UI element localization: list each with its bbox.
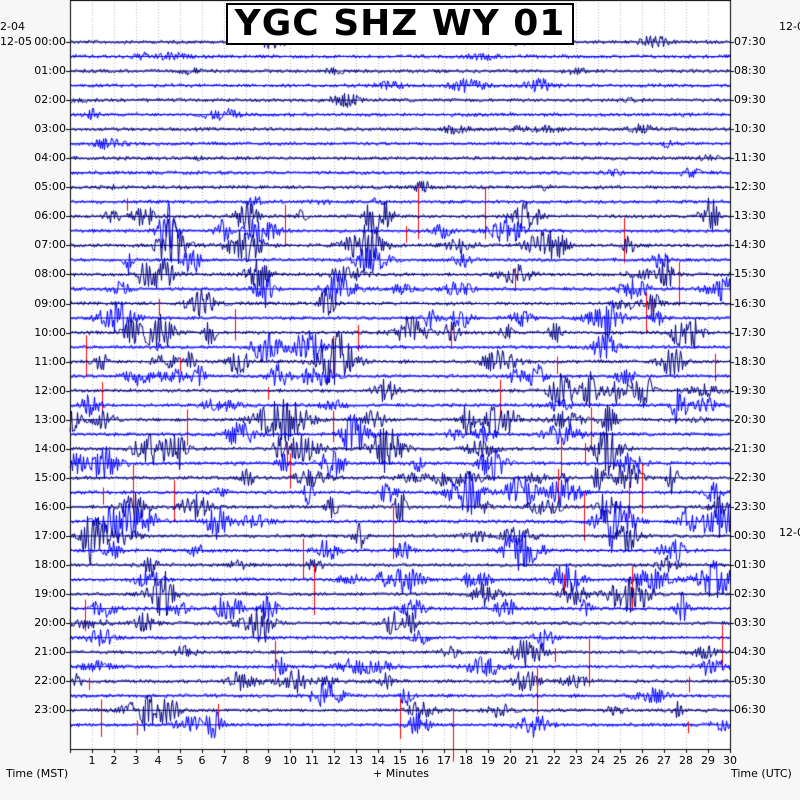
left-hour-label: 14:00 (34, 441, 66, 455)
right-hour-label: 16:30 (734, 296, 766, 310)
x-tick-label: 12 (327, 754, 341, 767)
x-axis-title: + Minutes (373, 767, 430, 780)
left-hour-label: 07:00 (34, 238, 66, 252)
left-hour-label: 03:00 (34, 122, 66, 136)
x-tick-label: 30 (723, 754, 737, 767)
left-hour-label: 18:00 (34, 558, 66, 572)
right-hour-label: 03:30 (734, 616, 766, 630)
x-tick-label: 15 (393, 754, 407, 767)
x-tick-label: 20 (503, 754, 517, 767)
x-tick-label: 27 (657, 754, 671, 767)
left-hour-label: 10:00 (34, 325, 66, 339)
x-tick-label: 2 (110, 754, 118, 767)
x-tick-label: 21 (525, 754, 539, 767)
right-hour-label: 20:30 (734, 412, 766, 426)
right-hour-label: 23:30 (734, 499, 766, 513)
left-axis-title: Time (MST) (6, 767, 69, 780)
left-hour-label: 00:00 (34, 35, 66, 48)
right-hour-label: 05:30 (734, 674, 766, 688)
x-tick-label: 28 (679, 754, 693, 767)
right-hour-label: 11:30 (734, 151, 766, 165)
x-tick-label: 4 (154, 754, 162, 767)
x-tick-label: 1 (88, 754, 96, 767)
right-hour-label: 08:30 (734, 64, 766, 78)
x-tick-label: 10 (283, 754, 297, 767)
left-hour-label: 17:00 (34, 528, 66, 542)
left-hour-label: 11:00 (34, 354, 66, 368)
x-tick-label: 23 (569, 754, 583, 767)
x-tick-label: 18 (459, 754, 473, 767)
x-tick-label: 29 (701, 754, 715, 767)
x-tick-label: 22 (547, 754, 561, 767)
right-top-date: 12-0 (779, 20, 800, 33)
x-tick-label: 6 (198, 754, 206, 767)
right-hour-label: 17:30 (734, 325, 766, 339)
right-hour-label: 13:30 (734, 209, 766, 223)
left-hour-label: 15:00 (34, 470, 66, 484)
right-hour-label: 14:30 (734, 238, 766, 252)
right-hour-label: 18:30 (734, 354, 766, 368)
right-hour-label: 22:30 (734, 470, 766, 484)
x-tick-label: 26 (635, 754, 649, 767)
x-tick-label: 11 (305, 754, 319, 767)
x-tick-label: 3 (132, 754, 140, 767)
x-tick-label: 17 (437, 754, 451, 767)
x-tick-label: 5 (176, 754, 184, 767)
x-tick-label: 16 (415, 754, 429, 767)
left-hour-label: 22:00 (34, 674, 66, 688)
right-hour-label: 12:30 (734, 180, 766, 194)
left-hour-label: 01:00 (34, 64, 66, 78)
chart-title: YGC SHZ WY 01 (226, 3, 574, 45)
right-mid-date: 12-0 (779, 526, 800, 539)
x-tick-label: 25 (613, 754, 627, 767)
right-axis-title: Time (UTC) (731, 767, 792, 780)
right-hour-label: 09:30 (734, 93, 766, 107)
left-hour-label: 06:00 (34, 209, 66, 223)
right-hour-label: 02:30 (734, 587, 766, 601)
left-hour-label: 04:00 (34, 151, 66, 165)
right-hour-label: 21:30 (734, 441, 766, 455)
x-tick-label: 19 (481, 754, 495, 767)
left-hour-label: 12:00 (34, 383, 66, 397)
right-hour-label: 15:30 (734, 267, 766, 281)
left-start-date: 12-05 (0, 35, 32, 48)
right-hour-label: 00:30 (734, 528, 766, 542)
right-hour-label: 01:30 (734, 558, 766, 572)
left-hour-label: 02:00 (34, 93, 66, 107)
x-tick-label: 14 (371, 754, 385, 767)
right-hour-label: 10:30 (734, 122, 766, 136)
x-tick-label: 24 (591, 754, 605, 767)
right-hour-label: 04:30 (734, 645, 766, 659)
left-hour-label: 05:00 (34, 180, 66, 194)
x-tick-label: 7 (220, 754, 228, 767)
right-hour-label: 07:30 (734, 35, 766, 48)
right-hour-label: 06:30 (734, 703, 766, 717)
left-hour-label: 20:00 (34, 616, 66, 630)
x-tick-label: 8 (242, 754, 250, 767)
left-hour-label: 21:00 (34, 645, 66, 659)
left-hour-label: 09:00 (34, 296, 66, 310)
left-hour-label: 23:00 (34, 703, 66, 717)
left-hour-label: 13:00 (34, 412, 66, 426)
left-hour-label: 16:00 (34, 499, 66, 513)
left-hour-label: 19:00 (34, 587, 66, 601)
left-hour-label: 08:00 (34, 267, 66, 281)
right-hour-label: 19:30 (734, 383, 766, 397)
left-top-date: 2-04 (0, 20, 25, 33)
x-tick-label: 9 (264, 754, 272, 767)
x-tick-label: 13 (349, 754, 363, 767)
